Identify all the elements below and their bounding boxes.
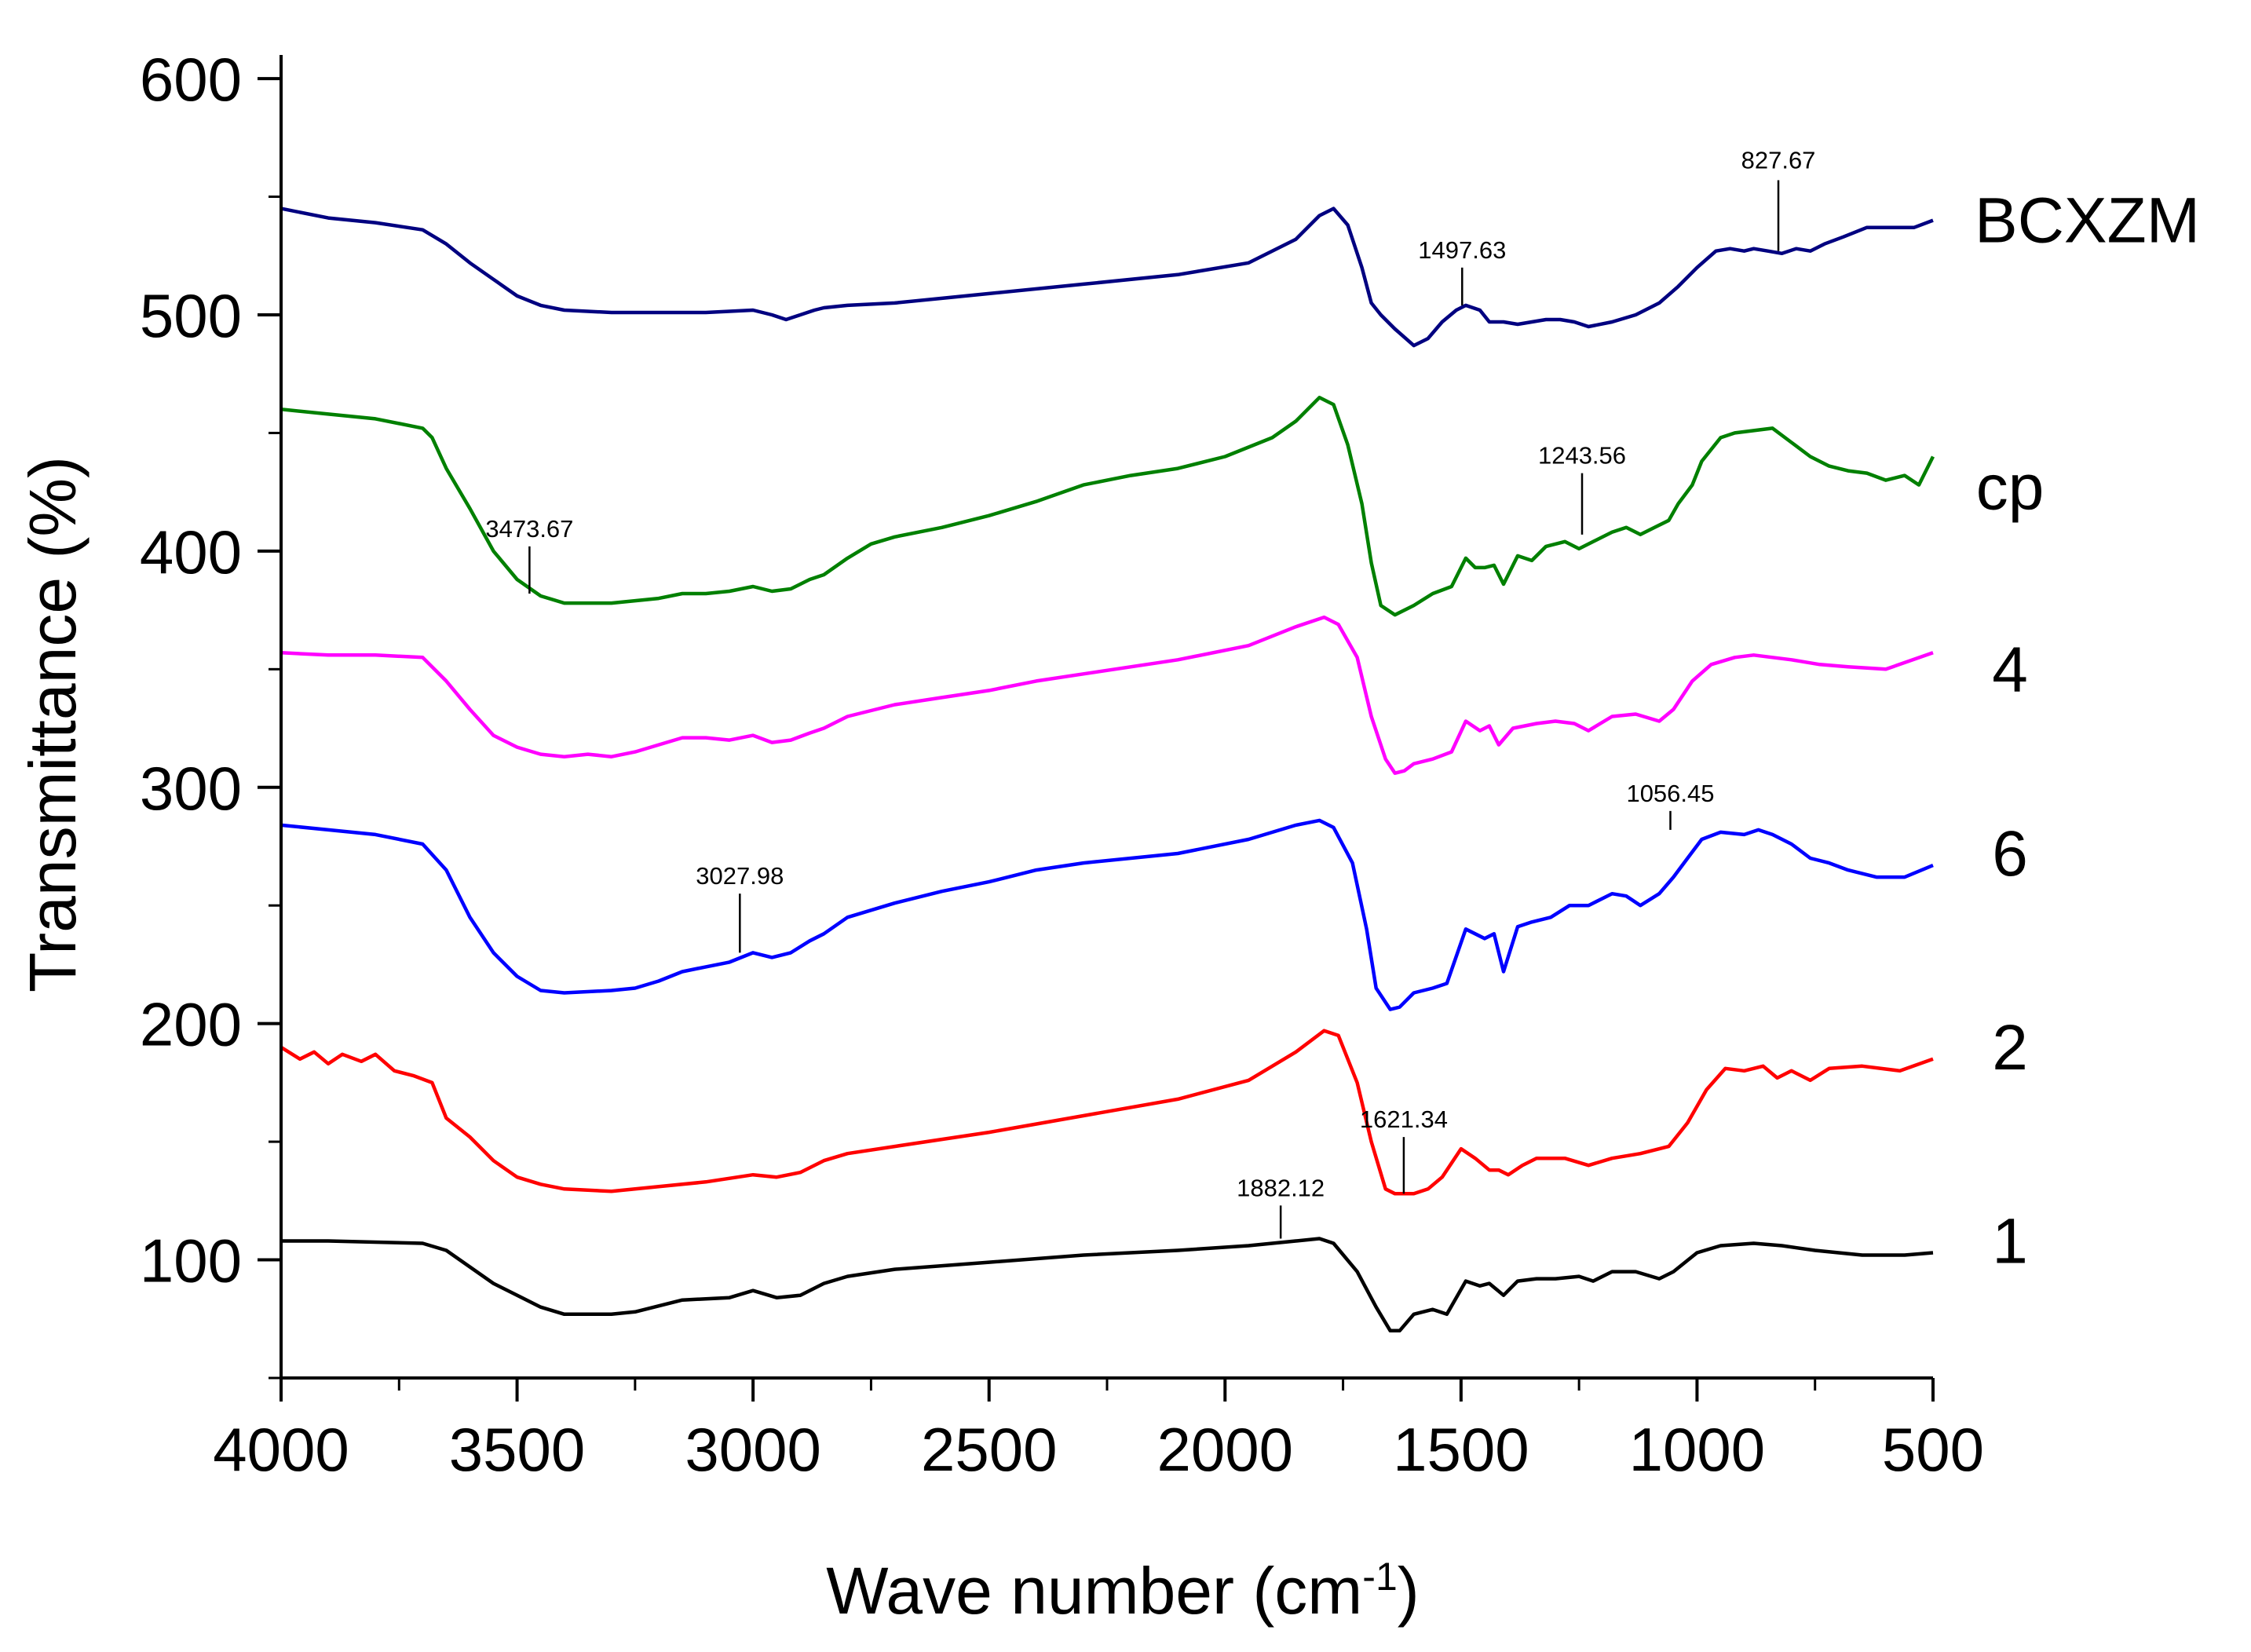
y-tick-label-100: 100 — [140, 1226, 242, 1296]
series-line-2 — [280, 1029, 1934, 1196]
x-tick-label-4000: 4000 — [213, 1415, 349, 1484]
series-line-4 — [280, 615, 1934, 775]
series-line-1 — [281, 1237, 1934, 1333]
annotation-label-1882-12: 1882.12 — [1237, 1174, 1325, 1201]
series-labels-group: 1 2 6 4 cp BCXZM — [1975, 185, 2200, 1277]
x-tick-label-2000: 2000 — [1157, 1415, 1294, 1484]
series-label-1: 1 — [1992, 1205, 2028, 1277]
series-line-bcxzm — [280, 206, 1934, 348]
annotations-group: 827.67 1497.63 1243.56 3473.67 1056.45 3027.9… — [485, 146, 1816, 1239]
x-axis-title: Wave number (cm-1) — [826, 1554, 1420, 1628]
y-tick-label-300: 300 — [140, 754, 242, 823]
x-tick-label-3500: 3500 — [449, 1415, 586, 1484]
series-label-cp: cp — [1976, 452, 2045, 524]
series-label-2: 2 — [1992, 1012, 2028, 1084]
series-label-4: 4 — [1992, 634, 2028, 705]
annotation-label-1621-34: 1621.34 — [1360, 1106, 1448, 1133]
x-tick-label-1000: 1000 — [1629, 1415, 1766, 1484]
y-tick-label-200: 200 — [140, 990, 242, 1059]
annotation-label-1056-45: 1056.45 — [1626, 780, 1714, 807]
annotation-label-3027-98: 3027.98 — [696, 862, 784, 890]
series-label-bcxzm: BCXZM — [1975, 185, 2200, 257]
y-axis-title: Transmittance (%) — [16, 456, 90, 992]
x-tick-label-3000: 3000 — [685, 1415, 821, 1484]
series-line-cp — [280, 396, 1935, 617]
x-axis-title-superscript: -1 — [1362, 1555, 1397, 1599]
y-tick-label-600: 600 — [140, 45, 242, 114]
annotation-label-827-67: 827.67 — [1741, 146, 1816, 174]
series-line-6 — [280, 818, 1934, 1011]
x-tick-label-1500: 1500 — [1393, 1415, 1529, 1484]
series-label-6: 6 — [1992, 818, 2028, 890]
axes-group: 100 200 300 400 500 600 4000 3500 3000 2500 2000 15… — [140, 45, 1984, 1484]
x-axis-title-close: ) — [1398, 1554, 1420, 1628]
y-tick-label-400: 400 — [140, 517, 242, 587]
y-tick-label-500: 500 — [140, 281, 242, 350]
annotation-label-3473-67: 3473.67 — [485, 515, 573, 543]
series-group — [280, 206, 1935, 1333]
annotation-label-1497-63: 1497.63 — [1418, 236, 1506, 264]
x-tick-label-500: 500 — [1882, 1415, 1984, 1484]
annotation-label-1243-56: 1243.56 — [1538, 442, 1626, 470]
x-axis-title-main: Wave number (cm — [826, 1554, 1362, 1628]
x-tick-label-2500: 2500 — [921, 1415, 1058, 1484]
